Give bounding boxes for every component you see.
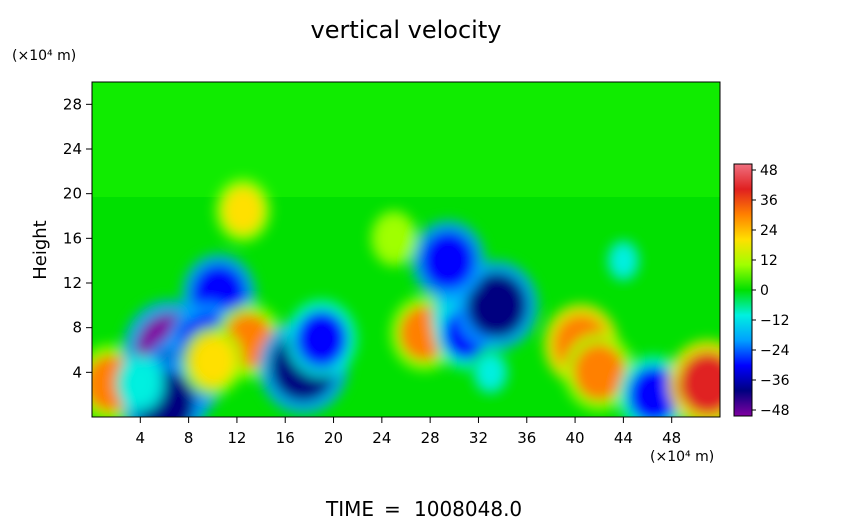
field-feature xyxy=(421,231,475,290)
x-tick-label: 32 xyxy=(469,429,488,447)
field-feature xyxy=(223,187,263,234)
chart-title: vertical velocity xyxy=(311,16,502,44)
x-tick-label: 40 xyxy=(566,429,585,447)
field-feature xyxy=(122,362,159,405)
upper-layer xyxy=(92,82,720,197)
colorbar-tick-label: 36 xyxy=(760,193,778,209)
colorbar-ticks: 48 36 24 12 0 −12 −24 −36 −48 xyxy=(752,163,790,419)
field-feature xyxy=(573,344,625,401)
colorbar-tick-label: 24 xyxy=(760,223,778,239)
field-feature xyxy=(466,273,527,338)
x-tick-label: 8 xyxy=(184,429,194,447)
x-unit-label: (×10⁴ m) xyxy=(650,449,714,465)
y-tick-label: 16 xyxy=(63,229,82,247)
y-unit-label: (×10⁴ m) xyxy=(12,48,76,64)
colorbar-tick-label: 0 xyxy=(760,283,769,299)
field-feature xyxy=(296,310,347,367)
y-tick-label: 8 xyxy=(72,319,82,337)
colorbar-tick-label: 48 xyxy=(760,163,778,179)
field-feature xyxy=(377,218,411,259)
time-equals: = xyxy=(384,497,401,519)
y-axis-label: Height xyxy=(30,220,51,280)
colorbar-tick-label: −12 xyxy=(760,313,790,329)
x-tick-label: 24 xyxy=(372,429,391,447)
x-tick-label: 16 xyxy=(276,429,295,447)
x-tick-label: 20 xyxy=(324,429,343,447)
y-tick-label: 20 xyxy=(63,185,82,203)
y-tick-label: 4 xyxy=(72,363,82,381)
heatmap-area xyxy=(92,82,720,417)
y-tick-label: 28 xyxy=(63,95,82,113)
y-tick-label: 12 xyxy=(63,274,82,292)
y-tick-label: 24 xyxy=(63,140,82,158)
field-feature xyxy=(190,336,235,387)
colorbar-tick-label: 12 xyxy=(760,253,778,269)
colorbar xyxy=(733,163,753,417)
x-tick-label: 48 xyxy=(662,429,681,447)
field-feature xyxy=(610,243,637,278)
x-axis-ticks: 4 8 12 16 20 24 28 32 36 40 44 48 xyxy=(136,417,681,447)
colorbar-tick-label: −36 xyxy=(760,373,790,389)
field-features xyxy=(92,178,720,417)
field-feature xyxy=(628,366,679,417)
colorbar-tick-label: −24 xyxy=(760,343,790,359)
x-tick-label: 44 xyxy=(614,429,633,447)
time-value: 1008048.0 xyxy=(414,497,522,519)
field-feature xyxy=(679,352,720,415)
y-axis-ticks: 4 8 12 16 20 24 28 xyxy=(63,95,92,381)
colorbar-tick-label: −48 xyxy=(760,403,790,419)
plot-frame xyxy=(91,81,721,418)
x-tick-label: 28 xyxy=(421,429,440,447)
x-tick-label: 12 xyxy=(227,429,246,447)
x-tick-label: 4 xyxy=(136,429,146,447)
time-label: TIME xyxy=(325,497,374,519)
field-feature xyxy=(476,354,505,391)
x-tick-label: 36 xyxy=(517,429,536,447)
